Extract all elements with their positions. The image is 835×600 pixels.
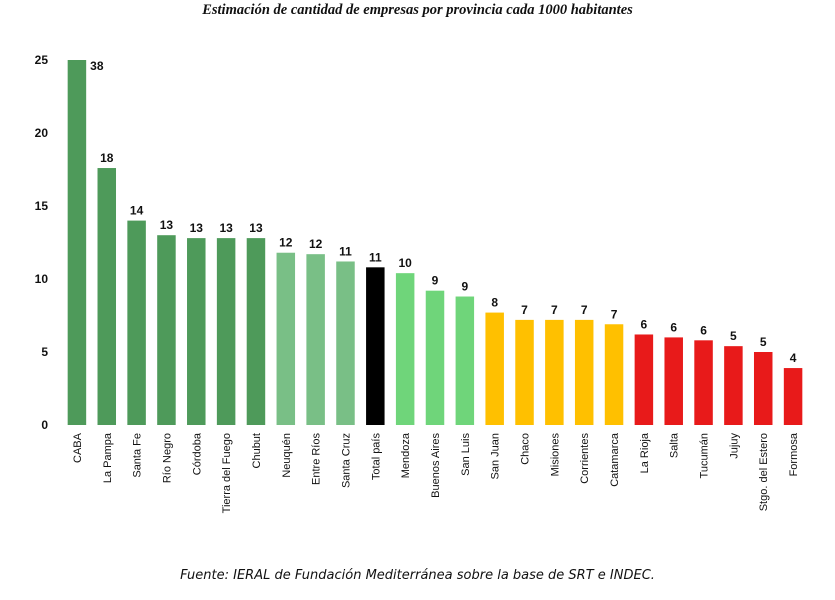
bar (366, 267, 385, 425)
x-tick-label: Santa Cruz (340, 433, 352, 488)
y-tick-label: 5 (41, 345, 48, 359)
chart-title: Estimación de cantidad de empresas por p… (202, 2, 633, 18)
x-tick-label: Tucumán (699, 433, 711, 478)
bar (753, 352, 773, 425)
x-tick-label: CABA (72, 432, 84, 463)
bar (574, 319, 594, 425)
y-axis: 0 5 10 15 20 25 (35, 53, 49, 432)
bar-value-label: 9 (461, 280, 468, 294)
bar-value-label: 13 (219, 221, 233, 235)
x-tick-label: La Rioja (639, 432, 651, 473)
bar (694, 340, 713, 425)
bar-value-label: 12 (279, 236, 293, 250)
bar (67, 60, 87, 425)
bar (545, 319, 564, 425)
bar-value-label: 6 (641, 317, 648, 331)
bar (485, 312, 504, 425)
bar-value-label: 9 (432, 274, 439, 288)
source-note: Fuente: IERAL de Fundación Mediterránea … (180, 568, 655, 583)
bar-value-label: 12 (309, 237, 323, 251)
x-tick-label: Córdoba (191, 432, 203, 475)
x-tick-label: Catamarca (609, 432, 621, 487)
bar (187, 238, 206, 425)
bar (724, 346, 743, 425)
bar-value-label: 11 (339, 244, 352, 258)
bar (97, 168, 117, 426)
bar (336, 261, 355, 425)
x-tick-label: San Juan (490, 433, 502, 479)
bar (157, 235, 176, 425)
bar-value-label: 6 (670, 320, 677, 334)
x-tick-label: Entre Ríos (311, 433, 323, 485)
bar-value-label: 13 (160, 218, 174, 232)
x-tick-label: Stgo. del Estero (758, 433, 770, 511)
bar-value-label: 7 (521, 303, 528, 317)
x-tick-label: Chubut (251, 433, 263, 468)
x-tick-label: Salta (669, 432, 681, 458)
bar-value-label: 5 (730, 329, 737, 343)
x-tick-label: Mendoza (400, 432, 412, 478)
x-tick-label: Corrientes (579, 433, 591, 484)
bar (783, 368, 803, 425)
bar (664, 337, 683, 425)
bar-value-label: 7 (611, 307, 618, 321)
x-tick-label: Santa Fe (132, 433, 144, 478)
bar (515, 319, 534, 425)
x-tick-label: La Pampa (102, 432, 114, 483)
y-tick-label: 15 (35, 199, 49, 213)
y-tick-label: 0 (41, 418, 48, 432)
bar-value-labels: 38 18 14 13 13 13 13 12 12 11 11 10 9 9 8 7 7 7 7 6 6 6 5 5 4 (90, 59, 797, 365)
x-tick-label: Chaco (520, 433, 532, 465)
x-tick-label: Tierra del Fuego (221, 433, 233, 513)
bar (395, 273, 415, 425)
bar-value-label: 8 (491, 296, 498, 310)
bar (425, 290, 445, 425)
bar-value-label: 7 (581, 303, 588, 317)
bar-value-label: 38 (90, 59, 104, 73)
x-tick-label: Formosa (788, 432, 800, 476)
bar (127, 220, 146, 425)
x-tick-label: Jujuy (728, 433, 740, 459)
x-tick-label: Total país (370, 433, 382, 481)
bar-value-label: 7 (551, 303, 558, 317)
bar (246, 238, 266, 425)
x-tick-label: Río Negro (161, 433, 173, 483)
x-tick-label: Buenos Aires (430, 433, 442, 498)
bars (67, 60, 803, 426)
x-tick-label: Neuquén (281, 433, 293, 478)
bar-value-label: 13 (190, 221, 204, 235)
bar-value-label: 5 (760, 335, 767, 349)
bar (276, 252, 296, 425)
bar (604, 324, 624, 425)
bar-value-label: 18 (100, 151, 114, 165)
bar-value-label: 13 (249, 221, 263, 235)
bar-value-label: 11 (369, 250, 382, 264)
bar (306, 254, 325, 425)
bar (634, 334, 654, 425)
bar-value-label: 10 (398, 256, 412, 270)
y-tick-label: 25 (35, 53, 49, 67)
x-axis: CABA La Pampa Santa Fe Río Negro Córdoba Tier… (72, 432, 800, 513)
bar-value-label: 14 (130, 204, 144, 218)
bar-value-label: 6 (700, 323, 707, 337)
x-tick-label: Misiones (549, 433, 561, 477)
bar (455, 296, 475, 425)
x-tick-label: San Luis (460, 433, 472, 476)
y-tick-label: 20 (35, 126, 49, 140)
y-tick-label: 10 (35, 272, 49, 286)
bar (216, 238, 236, 425)
bar-value-label: 4 (790, 351, 797, 365)
